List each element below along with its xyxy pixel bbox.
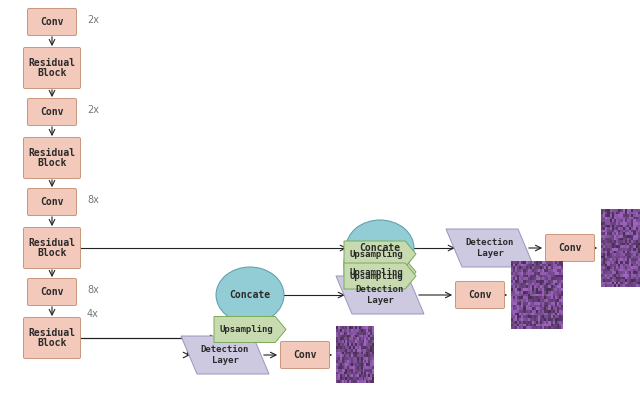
Text: 2x: 2x: [87, 105, 99, 115]
Text: 8x: 8x: [87, 195, 99, 205]
FancyBboxPatch shape: [24, 227, 81, 269]
Text: Residual: Residual: [29, 238, 76, 248]
Text: Upsampling: Upsampling: [349, 268, 403, 276]
Text: Residual: Residual: [29, 148, 76, 158]
Text: Conv: Conv: [40, 287, 64, 297]
Text: 8x: 8x: [87, 285, 99, 295]
Text: Conv: Conv: [40, 17, 64, 27]
Text: Conv: Conv: [40, 197, 64, 207]
FancyBboxPatch shape: [545, 234, 595, 261]
Text: Layer: Layer: [212, 356, 239, 365]
Text: 2x: 2x: [87, 15, 99, 25]
Polygon shape: [344, 259, 416, 285]
Text: Upsampling: Upsampling: [349, 249, 403, 259]
FancyBboxPatch shape: [28, 278, 77, 305]
Text: Layer: Layer: [477, 249, 504, 258]
FancyBboxPatch shape: [24, 317, 81, 359]
Ellipse shape: [346, 220, 414, 276]
Text: Layer: Layer: [367, 296, 394, 305]
Text: 4x: 4x: [87, 309, 99, 319]
Polygon shape: [344, 263, 416, 289]
Text: Residual: Residual: [29, 328, 76, 338]
Polygon shape: [336, 276, 424, 314]
Text: Residual: Residual: [29, 58, 76, 68]
Text: Block: Block: [37, 158, 67, 168]
Text: Block: Block: [37, 68, 67, 78]
FancyBboxPatch shape: [24, 47, 81, 88]
Text: Concate: Concate: [229, 290, 271, 300]
Polygon shape: [181, 336, 269, 374]
FancyBboxPatch shape: [280, 342, 330, 369]
Text: Conv: Conv: [558, 243, 582, 253]
Text: Concate: Concate: [360, 243, 401, 253]
FancyBboxPatch shape: [28, 98, 77, 125]
Ellipse shape: [216, 267, 284, 323]
Text: Block: Block: [37, 338, 67, 348]
Text: Detection: Detection: [466, 238, 514, 247]
FancyBboxPatch shape: [28, 8, 77, 36]
Text: Block: Block: [37, 248, 67, 258]
Text: Conv: Conv: [468, 290, 492, 300]
Text: Detection: Detection: [356, 285, 404, 294]
Text: Upsampling: Upsampling: [349, 271, 403, 281]
FancyBboxPatch shape: [24, 137, 81, 178]
FancyBboxPatch shape: [456, 281, 504, 308]
Text: Conv: Conv: [293, 350, 317, 360]
Text: Upsampling: Upsampling: [220, 325, 273, 334]
Text: Conv: Conv: [40, 107, 64, 117]
Polygon shape: [344, 241, 416, 267]
FancyBboxPatch shape: [28, 188, 77, 215]
Text: Detection: Detection: [201, 345, 249, 354]
Polygon shape: [446, 229, 534, 267]
Polygon shape: [214, 317, 286, 342]
